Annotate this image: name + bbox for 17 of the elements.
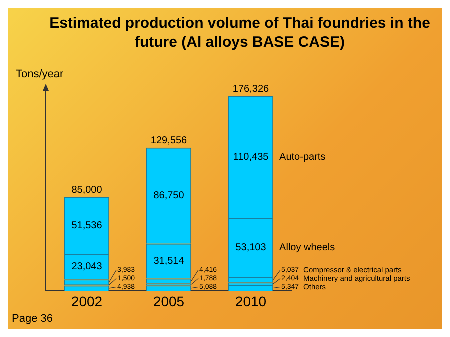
chart-title: Estimated production volume of Thai foundries in the future (Al alloys BASE CASE)	[48, 14, 432, 52]
total-label: 85,000	[72, 184, 103, 196]
data-label: 23,043	[72, 262, 103, 273]
data-label: 86,750	[154, 190, 185, 202]
total-label: 129,556	[150, 136, 188, 147]
total-label: 176,326	[232, 84, 270, 95]
series-label: Auto-parts	[280, 152, 326, 163]
text: Page 36	[12, 313, 53, 325]
data-label: 110,435	[233, 152, 270, 163]
data-label: 51,536	[72, 220, 103, 232]
x-tick-label: 2002	[71, 293, 103, 310]
x-tick-label: 2010	[235, 293, 267, 310]
y-axis-title: Tons/year	[16, 68, 64, 81]
series-label: Alloy wheels	[280, 242, 336, 254]
data-label: 31,514	[154, 256, 185, 268]
data-label: 53,103	[236, 242, 267, 254]
x-tick-label: 2005	[153, 293, 185, 310]
